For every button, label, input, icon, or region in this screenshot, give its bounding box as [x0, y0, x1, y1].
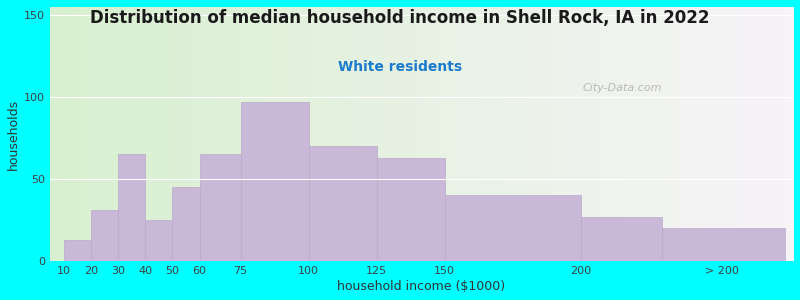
Bar: [445, 196, 581, 261]
Bar: [377, 158, 445, 261]
Bar: [118, 154, 146, 261]
Bar: [309, 146, 377, 261]
Bar: [581, 217, 662, 261]
Bar: [200, 154, 241, 261]
Text: City-Data.com: City-Data.com: [582, 83, 662, 93]
X-axis label: household income ($1000): household income ($1000): [338, 280, 506, 293]
Text: White residents: White residents: [338, 60, 462, 74]
Bar: [241, 102, 309, 261]
Text: Distribution of median household income in Shell Rock, IA in 2022: Distribution of median household income …: [90, 9, 710, 27]
Bar: [63, 240, 91, 261]
Bar: [662, 228, 785, 261]
Bar: [146, 220, 173, 261]
Bar: [91, 210, 118, 261]
Bar: [173, 187, 200, 261]
Y-axis label: households: households: [7, 98, 20, 170]
